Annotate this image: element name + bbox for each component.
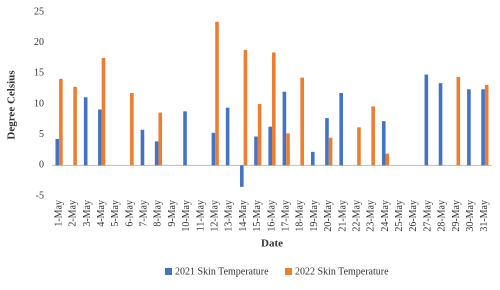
x-tick-label: 26-May (408, 200, 419, 232)
bar (456, 77, 461, 166)
y-tick-label: 15 (34, 68, 44, 79)
x-tick-label: 31-May (479, 200, 490, 232)
x-tick-label: 1-May (53, 200, 64, 227)
bar (385, 153, 390, 166)
x-tick-label: 2-May (68, 200, 79, 227)
x-tick-label: 5-May (110, 200, 121, 227)
x-tick-label: 8-May (153, 200, 164, 227)
bar (257, 104, 262, 166)
x-tick-label: 22-May (351, 200, 362, 232)
bar (130, 92, 134, 166)
y-tick-label: 25 (34, 6, 44, 17)
bar (282, 91, 287, 166)
bar (325, 118, 329, 166)
y-tick-label: 20 (34, 37, 44, 48)
x-tick-label: 9-May (167, 200, 178, 227)
x-tick-label: 7-May (139, 200, 150, 227)
x-tick-label: 30-May (465, 200, 476, 232)
x-tick-label: 29-May (451, 200, 462, 232)
x-tick-label: 23-May (366, 200, 377, 232)
y-tick-label: 5 (39, 129, 44, 140)
legend-label: 2021 Skin Temperature (175, 266, 269, 277)
x-tick-label: 3-May (82, 200, 93, 227)
x-tick-label: 25-May (394, 200, 405, 232)
x-tick-label: 4-May (96, 200, 107, 227)
bar (438, 83, 443, 166)
bar (467, 89, 471, 166)
bar (357, 127, 361, 166)
x-tick-label: 12-May (210, 200, 221, 232)
y-tick-label: 0 (39, 160, 44, 171)
bar (83, 97, 88, 166)
bar (211, 132, 216, 166)
x-tick-label: 6-May (124, 200, 135, 227)
x-tick-label: 15-May (252, 200, 263, 232)
bar (484, 84, 489, 166)
legend-swatch (285, 268, 292, 275)
bar (55, 138, 60, 166)
bar (310, 151, 315, 166)
x-tick-label: 20-May (323, 200, 334, 232)
x-tick-label: 16-May (266, 200, 277, 232)
bar (225, 107, 230, 166)
y-tick-label: -5 (36, 190, 44, 201)
bar (254, 136, 258, 166)
bar (215, 21, 219, 166)
bar (424, 74, 429, 166)
bar (158, 112, 163, 166)
x-tick-label: 11-May (195, 200, 206, 231)
bar (371, 106, 375, 166)
x-tick-label: 10-May (181, 200, 192, 232)
x-axis-title: Date (261, 238, 283, 250)
bar (240, 165, 244, 187)
bar (268, 126, 272, 166)
y-tick-label: 10 (34, 98, 44, 109)
legend-swatch (165, 268, 172, 275)
x-tick-label: 18-May (295, 200, 306, 232)
x-tick-label: 24-May (380, 200, 391, 232)
bar (73, 86, 77, 166)
bar (381, 121, 386, 166)
x-tick-label: 14-May (238, 200, 249, 232)
bar (98, 109, 102, 166)
x-tick-label: 13-May (224, 200, 235, 232)
x-tick-label: 17-May (280, 200, 291, 232)
bar (183, 111, 187, 166)
bar (243, 50, 248, 166)
bar (328, 137, 333, 166)
y-axis-title: Degree Celsius (6, 70, 18, 140)
bar (272, 52, 276, 166)
x-tick-label: 28-May (437, 200, 448, 232)
x-tick-label: 19-May (309, 200, 320, 232)
x-tick-label: 27-May (422, 200, 433, 232)
bar (481, 89, 485, 166)
bar (300, 77, 304, 166)
bar (140, 129, 145, 166)
bar (286, 133, 290, 166)
x-tick-label: 21-May (337, 200, 348, 232)
bar (339, 92, 343, 166)
legend-label: 2022 Skin Temperature (295, 266, 389, 277)
bar (101, 58, 106, 166)
bar (59, 78, 63, 166)
bar (154, 141, 159, 166)
